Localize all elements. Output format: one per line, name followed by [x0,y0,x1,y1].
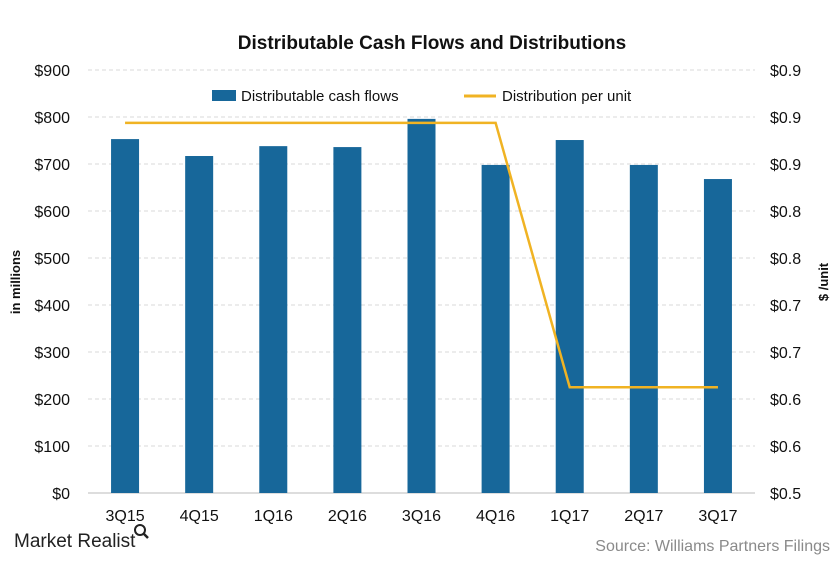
magnifier-icon [134,524,146,536]
bars [111,118,732,494]
left-tick-label: $500 [34,251,70,268]
distribution-line [125,121,718,389]
chart-title: Distributable Cash Flows and Distributio… [238,33,626,54]
legend: Distributable cash flows Distribution pe… [212,88,632,105]
x-tick-label: 4Q15 [180,508,219,525]
x-tick-label: 1Q17 [550,508,589,525]
left-tick-label: $800 [34,110,70,127]
right-tick-label: $0.6 [770,439,801,456]
x-tick-label: 1Q16 [254,508,293,525]
left-axis: $0 $100 $200 $300 $400 $500 $600 $700 $800 $900 [34,63,70,503]
left-tick-label: $0 [52,486,70,503]
left-tick-label: $300 [34,345,70,362]
x-tick-label: 2Q17 [624,508,663,525]
logo: Market Realist [14,524,149,552]
left-tick-label: $100 [34,439,70,456]
bar-4Q16 [481,164,510,493]
right-tick-label: $0.8 [770,204,801,221]
logo-text: Market Realist [14,531,136,552]
right-axis: $0.5 $0.6 $0.6 $0.7 $0.7 $0.8 $0.8 $0.9 $0.9 $0.9 [770,63,801,503]
left-axis-label: in millions [8,250,23,314]
left-tick-label: $600 [34,204,70,221]
bar-2Q16 [333,147,362,493]
bar-2Q17 [629,164,658,493]
left-tick-label: $400 [34,298,70,315]
left-tick-label: $900 [34,63,70,80]
legend-label-bar: Distributable cash flows [241,88,399,105]
x-tick-label: 3Q16 [402,508,441,525]
x-tick-label: 2Q16 [328,508,367,525]
right-tick-label: $0.7 [770,345,801,362]
right-tick-label: $0.9 [770,110,801,127]
x-tick-label: 4Q16 [476,508,515,525]
x-tick-label: 3Q15 [105,508,144,525]
right-tick-label: $0.7 [770,298,801,315]
bar-3Q16 [407,118,436,493]
right-tick-label: $0.5 [770,486,801,503]
legend-swatch-bar [212,90,236,101]
right-tick-label: $0.8 [770,251,801,268]
bar-3Q15 [111,139,140,493]
x-axis: 3Q15 4Q15 1Q16 2Q16 3Q16 4Q16 1Q17 2Q17 3Q17 [105,508,737,525]
line-series [125,121,718,389]
bar-3Q17 [703,179,732,494]
left-tick-label: $700 [34,157,70,174]
right-axis-label: $ /unit [816,262,831,301]
left-tick-label: $200 [34,392,70,409]
legend-label-line: Distribution per unit [502,88,632,105]
bar-1Q17 [555,140,584,493]
bar-1Q16 [259,146,288,493]
right-tick-label: $0.9 [770,63,801,80]
right-tick-label: $0.6 [770,392,801,409]
source-note: Source: Williams Partners Filings [595,538,830,555]
x-tick-label: 3Q17 [698,508,737,525]
right-tick-label: $0.9 [770,157,801,174]
bar-4Q15 [185,156,214,493]
